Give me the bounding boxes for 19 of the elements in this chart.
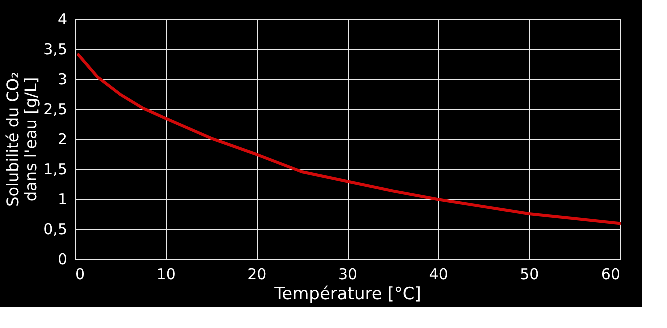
x-tick-label: 30	[338, 266, 358, 284]
x-tick-label: 40	[429, 266, 448, 284]
y-axis-title: Solubilité du CO₂ dans l'eau [g/L]	[4, 72, 41, 207]
x-tick-label: 20	[248, 266, 267, 284]
y-tick-label: 4	[58, 10, 68, 28]
x-tick-label: 10	[156, 266, 176, 284]
y-tick-label: 3,5	[44, 40, 68, 58]
line-series	[77, 54, 622, 226]
y-tick-label: 1	[58, 190, 68, 208]
x-tick-label: 50	[520, 266, 540, 284]
x-tick-label: 0	[76, 266, 86, 284]
y-tick-label: 0	[58, 250, 68, 268]
x-tick-label: 60	[601, 266, 620, 284]
y-tick-label: 0,5	[44, 220, 68, 238]
y-tick-label: 2	[58, 130, 68, 148]
x-axis-title: Température [°C]	[274, 284, 422, 304]
y-tick-label: 1,5	[44, 160, 68, 178]
y-tick-label: 3	[58, 70, 68, 88]
y-tick-label: 2,5	[44, 100, 68, 118]
